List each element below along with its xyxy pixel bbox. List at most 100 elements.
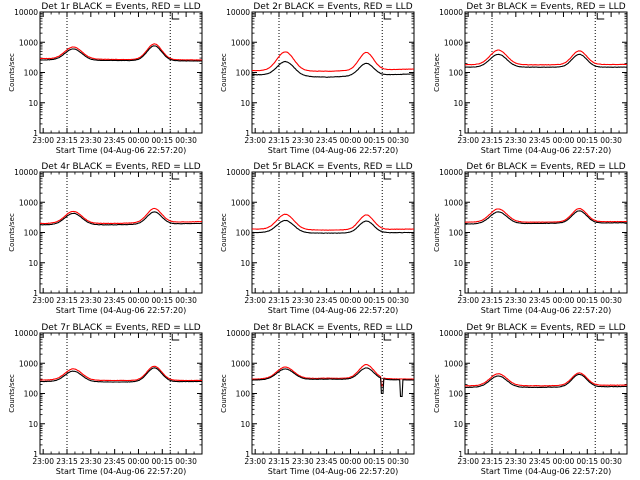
x-tick-label: 23:00 xyxy=(32,136,54,145)
x-tick-label: 23:45 xyxy=(104,136,126,145)
x-tick-label: 23:15 xyxy=(481,296,503,305)
y-tick-label: 100 xyxy=(449,390,464,399)
series-events-line xyxy=(465,53,627,68)
y-tick-label: 10 xyxy=(28,99,38,108)
x-tick-label: 23:30 xyxy=(292,296,314,305)
interval-flag xyxy=(171,173,180,180)
x-tick-label: 00:30 xyxy=(600,136,622,145)
interval-flag xyxy=(171,334,180,341)
x-tick-label: 00:30 xyxy=(175,136,197,145)
x-tick-label: 00:30 xyxy=(600,457,622,466)
y-tick-label: 1000 xyxy=(19,198,38,207)
x-tick-label: 23:00 xyxy=(244,296,266,305)
x-tick-label: 00:00 xyxy=(340,296,362,305)
y-tick-label: 10000 xyxy=(439,329,463,338)
y-tick-label: 10 xyxy=(453,99,463,108)
x-tick-label: 23:45 xyxy=(104,457,126,466)
series-lld-line xyxy=(252,51,415,72)
plot-frame xyxy=(39,332,203,455)
x-tick-label: 00:00 xyxy=(340,136,362,145)
panel-det-1: Det 1r BLACK = Events, RED = LLD 1 10 100 10… xyxy=(8,2,203,155)
panel-title: Det 2r BLACK = Events, RED = LLD xyxy=(253,2,412,12)
series-events-line xyxy=(39,367,202,383)
y-axis-label: Counts/sec xyxy=(220,213,228,252)
x-tick-label: 23:15 xyxy=(268,457,290,466)
interval-flag xyxy=(596,334,605,341)
y-tick-label: 100 xyxy=(449,69,464,78)
x-tick-label: 00:15 xyxy=(363,136,385,145)
y-tick-label: 1000 xyxy=(444,38,463,47)
x-tick-label: 23:15 xyxy=(56,136,78,145)
x-axis-label: Start Time (04-Aug-06 22:57:20) xyxy=(268,467,399,476)
x-axis-label: Start Time (04-Aug-06 22:57:20) xyxy=(481,146,612,155)
y-axis-label: Counts/sec xyxy=(433,374,441,413)
y-tick-label: 10 xyxy=(240,99,250,108)
y-axis-label: Counts/sec xyxy=(8,213,16,252)
interval-flag xyxy=(596,173,605,180)
plot-frame xyxy=(251,11,415,134)
y-tick-label: 1000 xyxy=(444,359,463,368)
panel-det-5: Det 5r BLACK = Events, RED = LLD 1 10 100 10… xyxy=(220,162,415,315)
y-axis-label: Counts/sec xyxy=(220,53,228,92)
y-tick-label: 10 xyxy=(240,420,250,429)
x-tick-label: 00:15 xyxy=(576,136,598,145)
y-axis-label: Counts/sec xyxy=(8,53,16,92)
x-tick-label: 23:45 xyxy=(104,296,126,305)
interval-flag xyxy=(171,13,180,20)
y-tick-label: 10 xyxy=(28,259,38,268)
x-tick-label: 00:00 xyxy=(128,296,150,305)
x-tick-label: 23:15 xyxy=(268,136,290,145)
panel-title: Det 7r BLACK = Events, RED = LLD xyxy=(41,323,200,333)
y-tick-label: 1 xyxy=(245,289,250,298)
x-tick-label: 23:45 xyxy=(316,457,338,466)
y-tick-label: 1 xyxy=(458,289,463,298)
x-tick-label: 00:00 xyxy=(128,457,150,466)
series-events-line xyxy=(252,60,415,78)
x-tick-label: 23:00 xyxy=(32,296,54,305)
x-tick-label: 23:45 xyxy=(316,136,338,145)
series-lld-line xyxy=(251,363,415,387)
y-tick-label: 10 xyxy=(453,259,463,268)
y-axis-label: Counts/sec xyxy=(220,374,228,413)
series-lld-line xyxy=(465,49,628,66)
y-tick-label: 10000 xyxy=(14,329,38,338)
x-axis-label: Start Time (04-Aug-06 22:57:20) xyxy=(268,306,399,315)
x-tick-label: 23:30 xyxy=(505,296,527,305)
series-lld-line xyxy=(39,365,203,382)
y-tick-label: 100 xyxy=(24,390,39,399)
x-tick-label: 23:30 xyxy=(505,457,527,466)
y-tick-label: 100 xyxy=(236,69,251,78)
series-events-line xyxy=(252,367,414,397)
x-axis-label: Start Time (04-Aug-06 22:57:20) xyxy=(56,467,187,476)
plot-frame xyxy=(464,11,628,134)
y-tick-label: 100 xyxy=(24,229,39,238)
y-tick-label: 1 xyxy=(245,450,250,459)
y-tick-label: 10 xyxy=(453,420,463,429)
x-tick-label: 23:30 xyxy=(292,136,314,145)
panel-title: Det 4r BLACK = Events, RED = LLD xyxy=(41,162,200,172)
y-tick-label: 10000 xyxy=(226,329,250,338)
x-axis-label: Start Time (04-Aug-06 22:57:20) xyxy=(56,306,187,315)
x-tick-label: 23:30 xyxy=(292,457,314,466)
y-tick-label: 10 xyxy=(240,259,250,268)
plot-frame xyxy=(464,171,628,294)
y-axis-label: Counts/sec xyxy=(433,213,441,252)
panel-title: Det 3r BLACK = Events, RED = LLD xyxy=(466,2,625,12)
y-tick-label: 1 xyxy=(458,129,463,138)
x-tick-label: 23:30 xyxy=(80,457,102,466)
plot-frame xyxy=(464,332,628,455)
x-tick-label: 00:15 xyxy=(151,136,173,145)
y-tick-label: 10000 xyxy=(226,8,250,17)
panel-title: Det 1r BLACK = Events, RED = LLD xyxy=(41,2,200,12)
x-tick-label: 00:15 xyxy=(576,296,598,305)
series-lld-line xyxy=(464,372,628,387)
x-tick-label: 00:30 xyxy=(175,457,197,466)
y-tick-label: 1000 xyxy=(19,38,38,47)
x-tick-label: 00:30 xyxy=(387,457,409,466)
series-events-line xyxy=(464,210,628,225)
y-tick-label: 10000 xyxy=(439,168,463,177)
x-tick-label: 00:30 xyxy=(175,296,197,305)
y-axis-label: Counts/sec xyxy=(433,53,441,92)
y-tick-label: 1 xyxy=(458,450,463,459)
